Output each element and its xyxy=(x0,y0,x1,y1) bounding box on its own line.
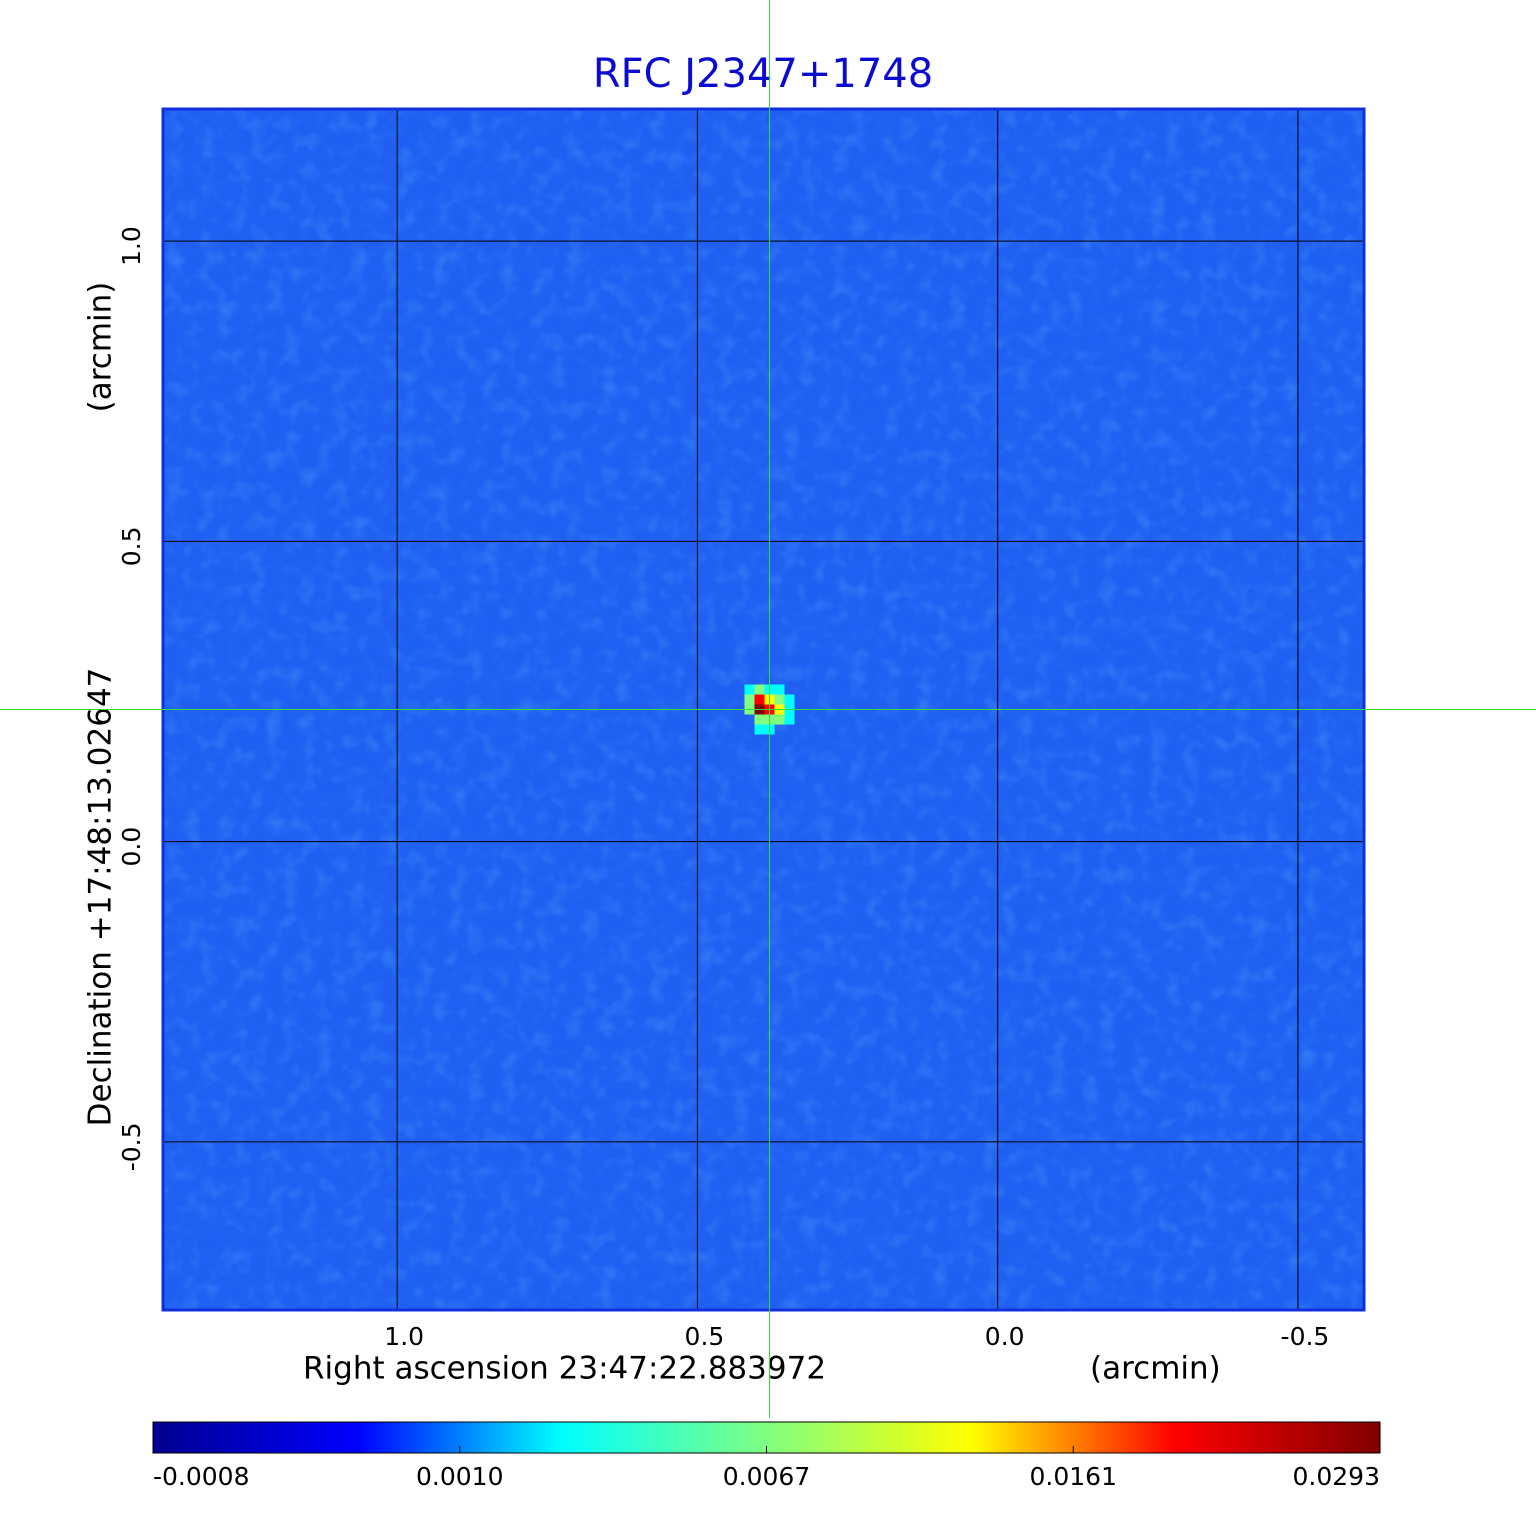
chart-title: RFC J2347+1748 xyxy=(593,51,933,97)
source-pixel xyxy=(754,724,765,735)
source-pixel xyxy=(744,694,755,705)
y-tick-label: 1.0 xyxy=(117,226,146,266)
colorbar-tick-label: 0.0067 xyxy=(723,1462,810,1491)
y-tick-label: 0.5 xyxy=(117,526,146,566)
source-pixel xyxy=(784,714,795,725)
source-pixel xyxy=(774,714,785,725)
source-pixel xyxy=(744,684,755,695)
y-tick-label: -0.5 xyxy=(117,1122,146,1171)
x-axis-unit: (arcmin) xyxy=(1090,1351,1221,1387)
x-tick-label: 0.5 xyxy=(685,1322,725,1351)
x-tick-label: -0.5 xyxy=(1281,1322,1330,1351)
source-pixel xyxy=(774,684,785,695)
colorbar-tick-label: 0.0161 xyxy=(1030,1462,1117,1491)
source-pixel xyxy=(784,694,795,705)
y-axis-unit: (arcmin) xyxy=(83,282,119,413)
source-pixel xyxy=(754,684,765,695)
source-pixel xyxy=(774,694,785,705)
y-axis-label: Declination +17:48:13.02647 xyxy=(83,668,119,1127)
colorbar-tick-label: -0.0008 xyxy=(153,1462,250,1491)
colorbar-tick-label: 0.0293 xyxy=(1293,1462,1380,1491)
colorbar-tick-label: 0.0010 xyxy=(416,1462,503,1491)
source-pixel xyxy=(754,694,765,705)
y-tick-label: 0.0 xyxy=(117,827,146,867)
x-tick-label: 1.0 xyxy=(384,1322,424,1351)
x-axis-label: Right ascension 23:47:22.883972 xyxy=(303,1351,826,1387)
x-tick-label: 0.0 xyxy=(985,1322,1025,1351)
source-pixel xyxy=(754,714,765,725)
